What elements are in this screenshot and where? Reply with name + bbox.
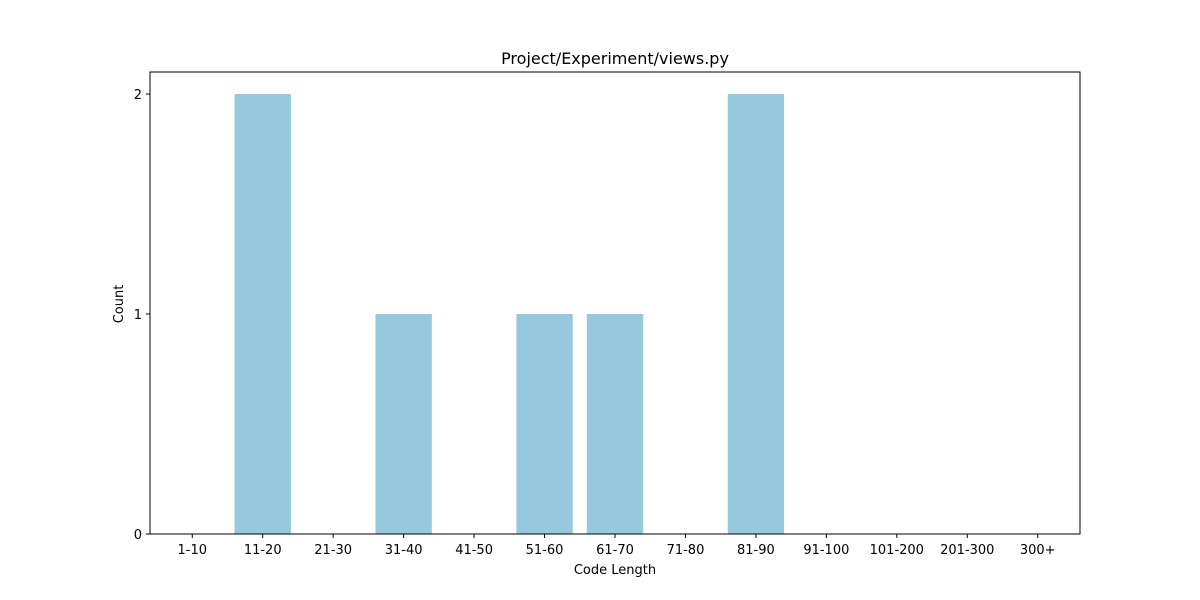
x-tick-label: 300+	[1020, 543, 1056, 558]
y-axis-ticks: 0 1 2	[134, 88, 150, 543]
x-tick-label: 11-20	[244, 543, 282, 558]
bar-31-40	[375, 314, 432, 534]
x-tick-label: 71-80	[667, 543, 705, 558]
x-tick-label: 1-10	[178, 543, 208, 558]
x-tick-label: 41-50	[455, 543, 493, 558]
x-axis-label: Code Length	[574, 563, 656, 578]
bar-11-20	[234, 94, 291, 534]
x-tick-label: 81-90	[737, 543, 775, 558]
x-tick-label: 91-100	[803, 543, 849, 558]
x-tick-label: 201-300	[940, 543, 994, 558]
x-tick-label: 31-40	[385, 543, 423, 558]
chart-title: Project/Experiment/views.py	[501, 49, 729, 68]
bar-61-70	[586, 314, 644, 534]
x-tick-label: 21-30	[314, 543, 352, 558]
bar-51-60	[516, 314, 573, 534]
bar-81-90	[727, 94, 785, 534]
x-tick-label: 61-70	[596, 543, 634, 558]
y-tick-label: 1	[134, 308, 142, 323]
y-tick-label: 2	[134, 88, 142, 103]
y-tick-label: 0	[134, 528, 142, 543]
x-tick-label: 101-200	[870, 543, 924, 558]
x-axis-ticks: 1-10 11-20 21-30 31-40 41-50 51-60 61-70 71-80 8…	[178, 534, 1056, 558]
bars-layer	[234, 94, 785, 534]
x-tick-label: 51-60	[526, 543, 564, 558]
y-axis-label: Count	[112, 285, 127, 324]
